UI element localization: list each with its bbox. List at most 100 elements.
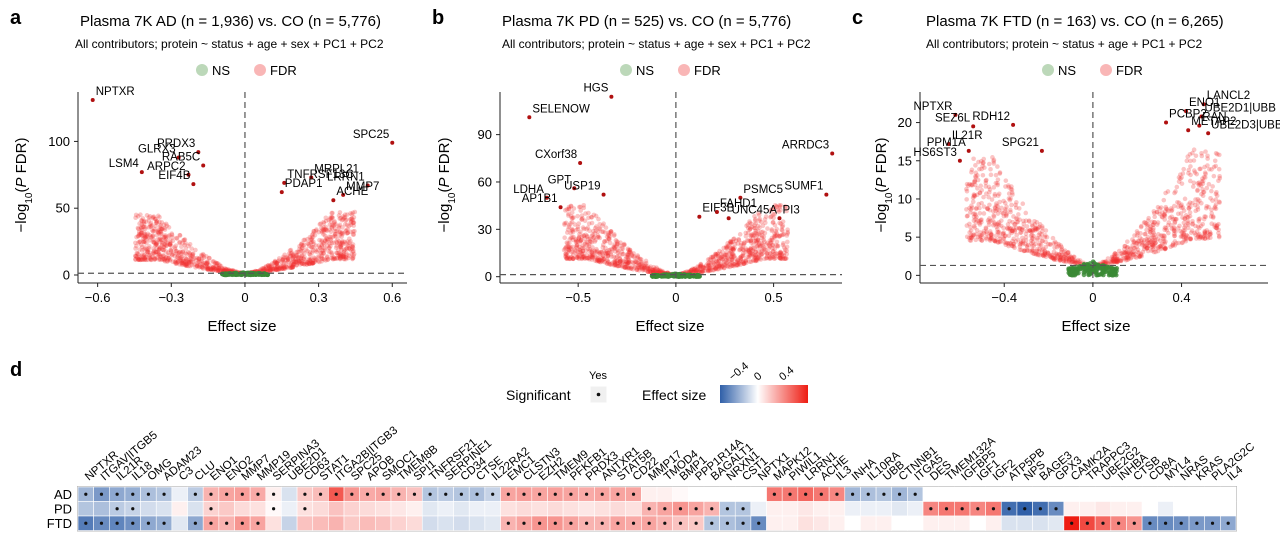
panel-b-fdr-point — [770, 245, 775, 251]
panel-b-fdr-point — [630, 266, 636, 272]
panel-b-fdr-point — [586, 236, 591, 242]
panel-a-fdr-point — [208, 266, 214, 272]
panel-a-fdr-point — [200, 266, 206, 271]
panel-a-fdr-point — [313, 257, 319, 263]
panel-b-fdr-point — [576, 254, 582, 260]
panel-b-fdr-point — [578, 239, 583, 244]
panel-a-fdr-point — [138, 257, 143, 263]
panel-c-fdr-point — [1043, 244, 1049, 250]
panel-b-fdr-point — [634, 267, 640, 273]
legend-fdr-dot — [254, 64, 266, 76]
panel-a-fdr-point — [151, 251, 157, 257]
panel-a-fdr-point — [157, 246, 163, 251]
panel-a-fdr-point — [220, 267, 226, 273]
panel-b-fdr-point — [756, 252, 762, 258]
panel-b-fdr-point — [643, 260, 649, 266]
significance-dot — [209, 521, 213, 525]
panel-a-fdr-point — [177, 257, 183, 263]
panel-a-fdr-point — [226, 267, 232, 273]
panel-a-fdr-point — [298, 248, 304, 253]
panel-a-fdr-point — [134, 234, 139, 240]
panel-a-fdr-point — [223, 267, 229, 273]
panel-a-fdr-point — [190, 256, 196, 262]
panel-a-fdr-point — [133, 257, 138, 262]
panel-b-fdr-point — [762, 230, 768, 236]
panel-a-fdr-point — [201, 262, 206, 268]
panel-a-fdr-point — [346, 246, 352, 251]
panel-a-fdr-point — [296, 249, 302, 255]
panel-a-fdr-point — [338, 215, 344, 221]
panel-a-fdr-point — [329, 240, 335, 246]
panel-a-fdr-point — [141, 253, 147, 258]
panel-b-fdr-point — [749, 251, 755, 256]
panel-a-fdr-point — [330, 215, 336, 220]
panel-b-fdr-point — [739, 253, 745, 259]
panel-a-fdr-point — [148, 224, 153, 230]
legend-fdr-label: FDR — [1116, 63, 1143, 78]
panel-b-fdr-point — [777, 233, 783, 239]
significance-dot — [772, 492, 776, 496]
panel-b-fdr-point — [748, 232, 754, 238]
panel-c-fdr-point — [989, 232, 994, 237]
panel-a-fdr-point — [347, 240, 352, 246]
panel-b-fdr-point — [632, 259, 638, 264]
panel-b-fdr-point — [635, 264, 641, 270]
panel-a-fdr-point — [183, 257, 189, 262]
panel-b-fdr-point — [623, 265, 629, 270]
panel-a-fdr-point — [206, 255, 212, 261]
panel-b-fdr-point — [648, 268, 654, 274]
panel-b-fdr-point — [701, 264, 706, 270]
panel-a-fdr-point — [154, 255, 160, 260]
panel-a-fdr-point — [143, 255, 148, 260]
panel-c-fdr-point — [993, 180, 999, 186]
panel-b-fdr-point — [623, 256, 629, 262]
panel-a-fdr-point — [209, 267, 214, 273]
panel-b-highlighted-point — [601, 192, 606, 197]
panel-b-fdr-point — [592, 254, 598, 260]
heatmap-cell — [249, 501, 267, 517]
panel-b-fdr-point — [639, 266, 644, 271]
panel-b-fdr-point — [748, 233, 753, 239]
panel-b-fdr-point — [625, 246, 631, 252]
panel-b-fdr-point — [595, 258, 600, 263]
panel-a-fdr-point — [214, 265, 220, 271]
panel-b-fdr-point — [637, 256, 643, 262]
panel-b-fdr-point — [747, 250, 753, 256]
panel-a-fdr-point — [329, 210, 335, 216]
panel-a-fdr-point — [339, 242, 344, 248]
panel-a-fdr-point — [285, 257, 291, 262]
panel-a-fdr-point — [270, 266, 275, 272]
panel-c-fdr-point — [984, 177, 989, 183]
panel-b-fdr-point — [718, 252, 724, 257]
panel-a-fdr-point — [291, 254, 296, 260]
panel-b-fdr-point — [589, 249, 594, 255]
panel-b-fdr-point — [780, 223, 786, 228]
significance-dot — [256, 521, 260, 525]
panel-b-fdr-point — [581, 245, 587, 250]
panel-a-fdr-point — [333, 245, 339, 251]
panel-a-fdr-point — [317, 245, 323, 250]
panel-c-fdr-point — [1206, 204, 1211, 210]
panel-a-fdr-point — [273, 261, 279, 267]
panel-b-fdr-point — [714, 259, 720, 265]
panel-b-fdr-point — [773, 251, 779, 256]
panel-c-fdr-point — [1209, 211, 1215, 216]
panel-b-fdr-point — [730, 239, 735, 245]
panel-a-fdr-point — [192, 262, 197, 267]
panel-b-fdr-point — [570, 256, 576, 262]
panel-b-fdr-point — [593, 237, 598, 243]
panel-b-fdr-point — [635, 254, 641, 260]
panel-a-fdr-point — [173, 249, 179, 254]
panel-b-fdr-point — [608, 229, 614, 234]
panel-b-fdr-point — [625, 260, 631, 266]
panel-b-fdr-point — [738, 256, 744, 262]
panel-b-fdr-point — [778, 256, 784, 261]
panel-a-fdr-point — [174, 251, 179, 256]
panel-a-fdr-point — [145, 231, 151, 237]
panel-b-fdr-point — [691, 267, 697, 272]
panel-c-highlighted-point — [971, 124, 976, 129]
panel-b-fdr-point — [727, 262, 733, 267]
panel-a-fdr-point — [144, 236, 150, 242]
panel-b-fdr-point — [607, 247, 613, 253]
panel-b-fdr-point — [577, 204, 582, 210]
